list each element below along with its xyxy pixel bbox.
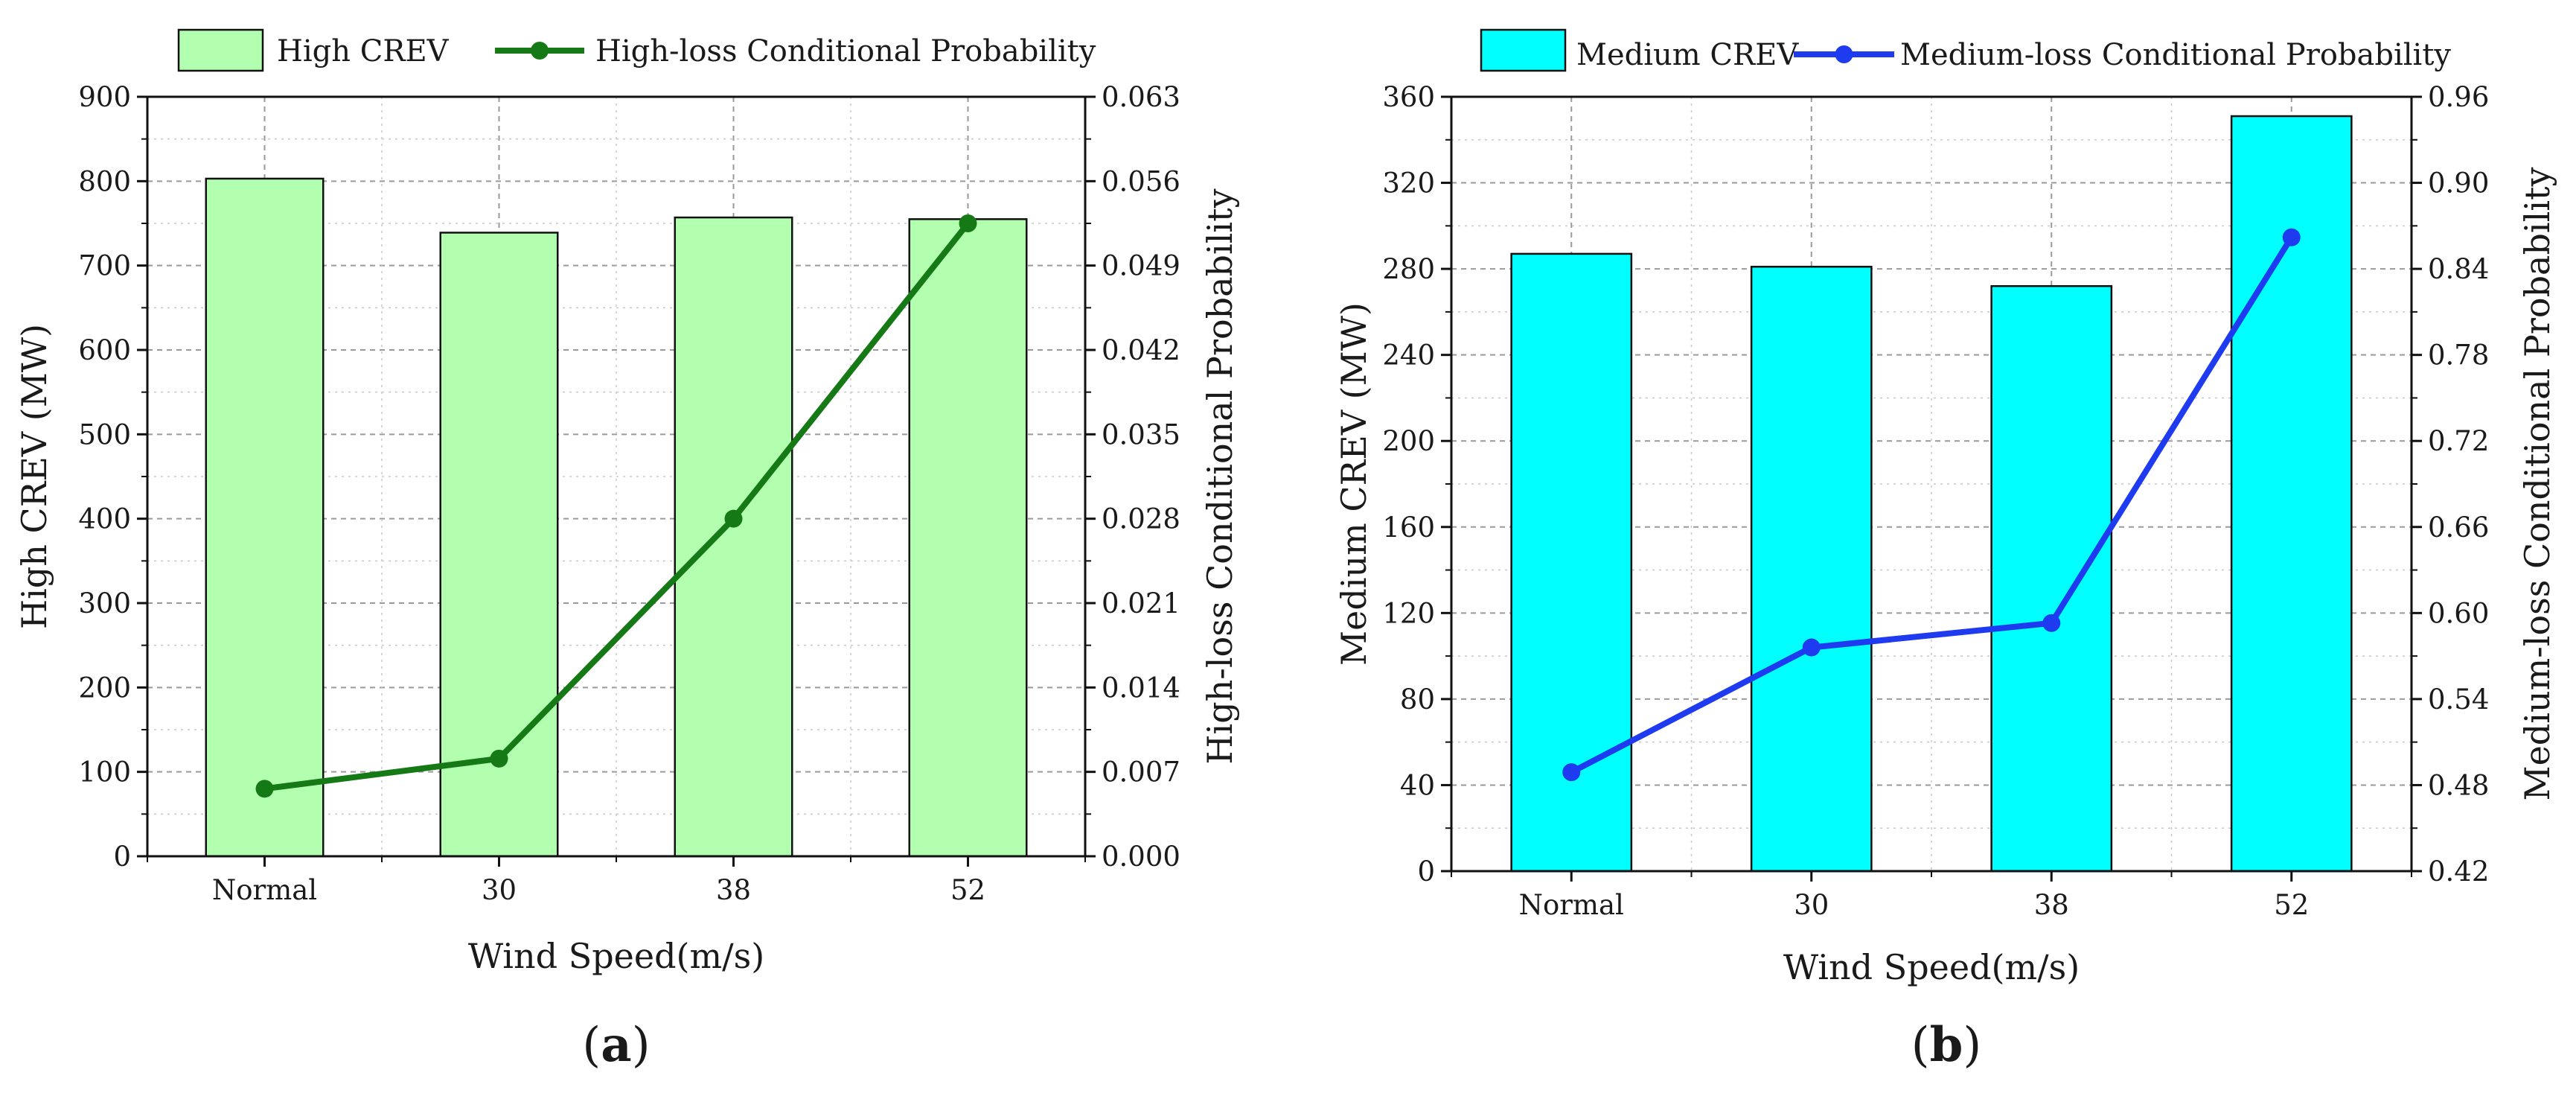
y-right-tick-label: 0.84	[2428, 253, 2489, 285]
y-left-tick-label: 240	[1382, 340, 1435, 372]
bar	[674, 216, 793, 858]
y-left-tick-label: 700	[78, 250, 131, 282]
legend-line-label: High-loss Conditional Probability	[595, 34, 1096, 68]
y-right-tick-label: 0.48	[2428, 769, 2489, 801]
x-tick-label: 30	[1794, 889, 1829, 921]
y-left-axis-title: High CREV (MW)	[14, 324, 54, 629]
y-left-tick-label: 0	[1417, 856, 1435, 888]
y-left-tick-label: 40	[1400, 769, 1435, 801]
x-axis-title: Wind Speed(m/s)	[468, 936, 764, 976]
y-left-tick-label: 600	[78, 334, 131, 366]
x-tick-label: 38	[716, 874, 751, 906]
y-right-axis-title: High-loss Conditional Probability	[1200, 188, 1240, 764]
panel-label: (b)	[1911, 1017, 1982, 1073]
y-right-tick-label: 0.063	[1102, 81, 1180, 113]
y-right-tick-label: 0.66	[2428, 512, 2489, 544]
x-tick-label: 52	[950, 874, 985, 906]
y-left-tick-label: 400	[78, 503, 131, 535]
y-right-tick-label: 0.021	[1102, 587, 1180, 619]
line-point	[255, 780, 274, 798]
legend: High CREV High-loss Conditional Probabili…	[177, 28, 1096, 72]
legend-line-label: Medium-loss Conditional Probability	[1900, 38, 2451, 72]
legend-bar-swatch	[177, 28, 264, 72]
legend-line-marker	[531, 42, 549, 60]
y-left-tick-label: 80	[1400, 684, 1435, 716]
bar	[1750, 265, 1873, 873]
legend: Medium CREV Medium-loss Conditional Proba…	[1480, 28, 2451, 72]
line-point	[1562, 763, 1581, 782]
y-right-tick-label: 0.96	[2428, 81, 2489, 113]
y-left-axis-title: Medium CREV (MW)	[1334, 302, 1374, 666]
x-tick-label: 52	[2274, 889, 2309, 921]
y-right-tick-label: 0.056	[1102, 165, 1180, 197]
y-right-tick-label: 0.42	[2428, 856, 2489, 888]
line-point	[724, 509, 743, 528]
chart-panel-a: 0 100 200 300 400 500 600 700 800 900 0.000 0.007 0.…	[14, 28, 1240, 1073]
y-right-tick-label: 0.007	[1102, 756, 1180, 788]
y-left-tick-label: 320	[1382, 168, 1435, 200]
series-line	[263, 221, 971, 792]
line-point	[490, 749, 508, 768]
y-left-tick-label: 500	[78, 418, 131, 450]
y-right-tick-label: 0.54	[2428, 684, 2489, 716]
y-right-tick-label: 0.028	[1102, 503, 1180, 535]
y-right-tick-label: 0.035	[1102, 418, 1180, 450]
x-axis-title: Wind Speed(m/s)	[1783, 947, 2080, 987]
legend-line-marker	[1835, 45, 1853, 63]
legend-bar-swatch	[1480, 28, 1567, 72]
bar	[1990, 284, 2113, 873]
y-left-tick-label: 100	[78, 756, 131, 788]
y-right-tick-label: 0.042	[1102, 334, 1180, 366]
x-tick-label: 30	[482, 874, 517, 906]
y-right-tick-label: 0.049	[1102, 250, 1180, 282]
line-point	[2282, 228, 2301, 246]
y-right-tick-label: 0.78	[2428, 340, 2489, 372]
panel-label: (a)	[582, 1017, 650, 1073]
y-right-tick-label: 0.72	[2428, 425, 2489, 457]
line-point	[2042, 614, 2061, 632]
line-point	[959, 214, 977, 232]
y-left-tick-label: 800	[78, 165, 131, 197]
y-right-tick-label: 0.60	[2428, 597, 2489, 629]
y-left-tick-label: 200	[1382, 425, 1435, 457]
y-left-tick-label: 300	[78, 587, 131, 619]
chart-panel-b: 0 40 80 120 160 200 240 280 320 360 0.42 0.48 0.54 0.…	[1334, 28, 2557, 1073]
x-tick-label: 38	[2034, 889, 2069, 921]
line-point	[1802, 638, 1821, 657]
bar	[205, 177, 325, 858]
y-left-tick-label: 120	[1382, 597, 1435, 629]
y-left-tick-label: 900	[78, 81, 131, 113]
y-left-tick-label: 200	[78, 672, 131, 704]
legend-bar-label: Medium CREV	[1576, 38, 1799, 72]
x-tick-label: Normal	[212, 874, 317, 906]
y-left-tick-label: 160	[1382, 512, 1435, 544]
y-right-tick-label: 0.000	[1102, 841, 1180, 873]
y-right-axis-title: Medium-loss Conditional Probability	[2517, 167, 2557, 800]
y-left-tick-label: 0	[113, 841, 131, 873]
y-left-tick-label: 280	[1382, 253, 1435, 285]
x-tick-label: Normal	[1519, 889, 1624, 921]
bar	[908, 218, 1028, 858]
y-right-tick-label: 0.014	[1102, 672, 1180, 704]
series-line	[1570, 235, 2295, 775]
legend-bar-label: High CREV	[277, 34, 450, 68]
y-left-tick-label: 360	[1382, 81, 1435, 113]
y-right-tick-label: 0.90	[2428, 168, 2489, 200]
